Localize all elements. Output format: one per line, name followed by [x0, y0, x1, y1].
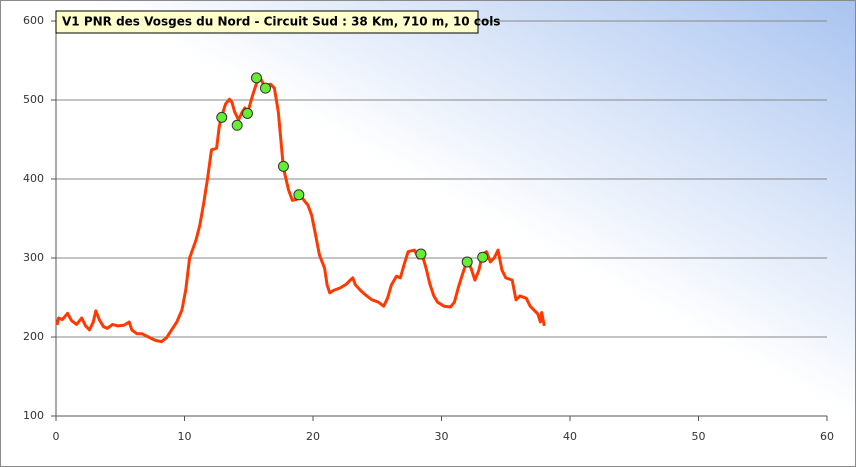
- x-tick-label: 30: [435, 430, 449, 443]
- x-tick-label: 50: [692, 430, 706, 443]
- col-marker: [259, 82, 271, 94]
- y-tick-label: 600: [23, 14, 44, 27]
- col-marker: [293, 189, 305, 201]
- col-marker: [477, 251, 489, 263]
- col-marker: [415, 248, 427, 260]
- col-marker: [216, 111, 228, 123]
- col-marker: [277, 160, 289, 172]
- col-marker: [231, 119, 243, 131]
- plot: [55, 72, 546, 344]
- x-tick-label: 10: [178, 430, 192, 443]
- col-marker: [461, 256, 473, 268]
- x-tick-label: 40: [563, 430, 577, 443]
- y-tick-label: 100: [23, 409, 44, 422]
- y-tick-label: 500: [23, 93, 44, 106]
- y-tick-label: 200: [23, 330, 44, 343]
- y-tick-label: 400: [23, 172, 44, 185]
- col-marker: [241, 107, 253, 119]
- x-tick-label: 0: [53, 430, 60, 443]
- x-tick-label: 20: [306, 430, 320, 443]
- col-marker: [250, 72, 262, 84]
- chart-title: V1 PNR des Vosges du Nord - Circuit Sud …: [62, 15, 500, 29]
- y-tick-label: 300: [23, 251, 44, 264]
- title-box: [55, 10, 479, 34]
- x-tick-label: 60: [820, 430, 834, 443]
